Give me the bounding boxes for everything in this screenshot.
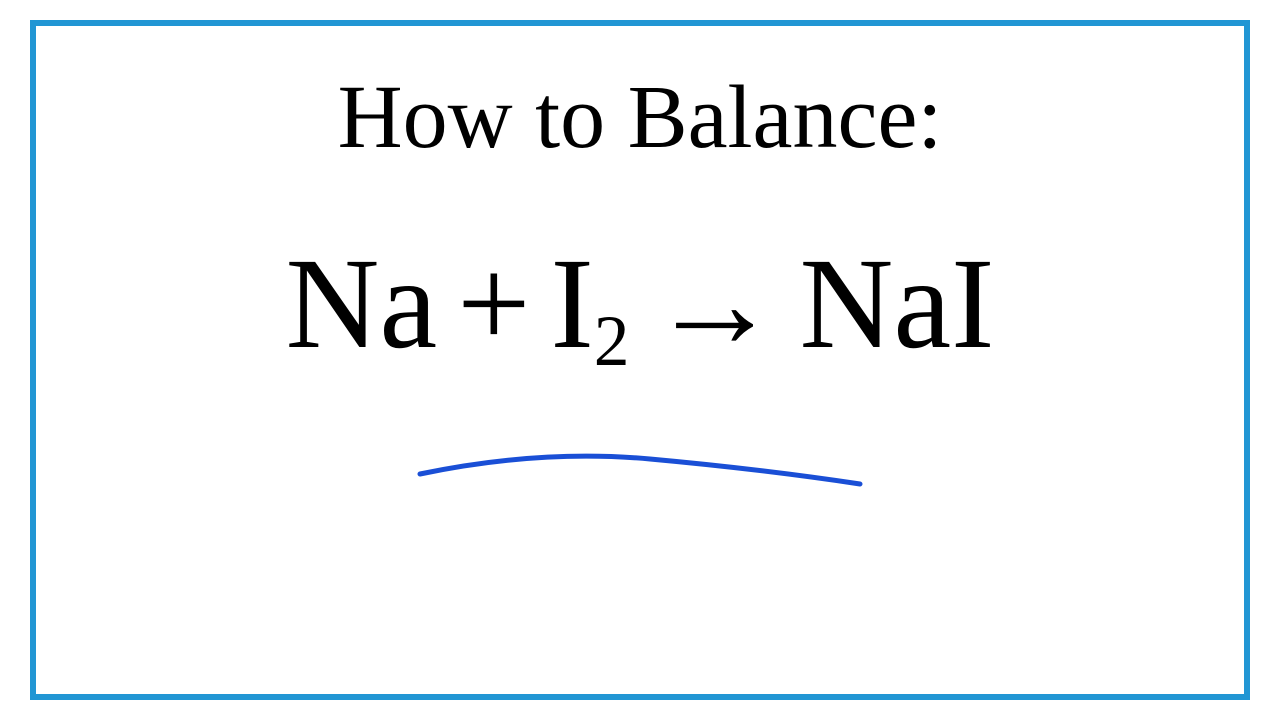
reactant-na: Na [286, 229, 438, 379]
plus-operator: + [457, 229, 530, 379]
reactant-i2: I2 [550, 229, 629, 379]
chemical-equation: Na + I2 → NaI [286, 229, 995, 379]
product-i: I [951, 229, 994, 379]
curve-path [420, 456, 860, 484]
slide-frame: How to Balance: Na + I2 → NaI [30, 20, 1250, 700]
i2-base: I [550, 229, 593, 379]
annotation-curve [390, 429, 890, 499]
product-nai: NaI [800, 229, 995, 379]
i2-subscript: 2 [594, 301, 630, 383]
product-na: Na [800, 229, 952, 379]
slide-title: How to Balance: [338, 66, 943, 169]
reaction-arrow: → [650, 229, 780, 379]
